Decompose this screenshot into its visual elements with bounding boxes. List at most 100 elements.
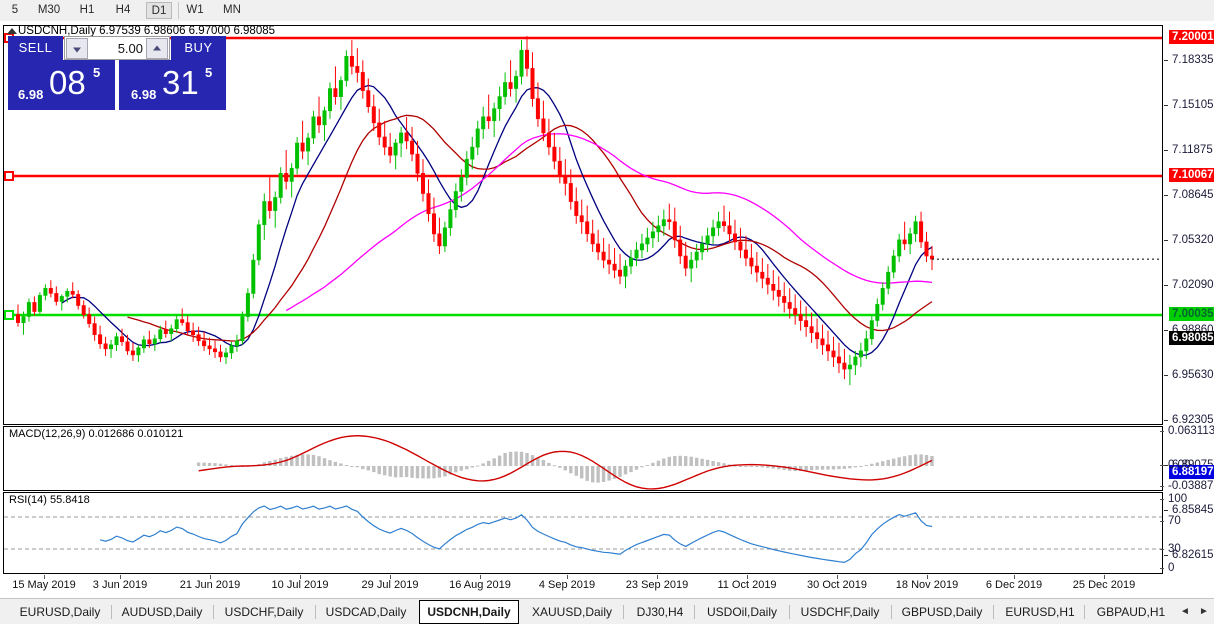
price-plot[interactable] [4,26,1162,424]
candle-body [880,287,885,305]
volume-input[interactable]: 5.00 [64,36,170,60]
price-level-label-green[interactable]: 7.00035 [1169,307,1214,321]
sell-price-display[interactable]: 6.98 08 5 [8,60,115,110]
macd-histogram-bar [503,453,507,466]
candle-body [191,330,196,336]
macd-histogram-bar [618,466,622,477]
macd-histogram-bar [678,455,682,466]
chart-tab-dj30-h4[interactable]: DJ30,H4 [636,605,684,619]
candle-body [738,241,743,251]
chart-tab-xauusd-daily[interactable]: XAUUSD,Daily [531,605,612,619]
timeframe-m30[interactable]: M30 [37,4,61,16]
candle-body [229,345,234,354]
current-price-label[interactable]: 6.98085 [1169,331,1214,345]
date-axis[interactable]: 15 May 2019 3 Jun 2019 21 Jun 2019 10 Jul 2… [0,575,1214,598]
date-axis-tick [927,575,928,579]
buy-button[interactable]: BUY [171,36,226,60]
timeframe-h1[interactable]: H1 [79,4,95,16]
price-axis-label: 7.15105 [1172,99,1214,111]
candle-body [689,259,694,269]
tab-scroll-right-button[interactable]: ► [1199,606,1209,617]
macd-histogram-bar [415,466,420,479]
macd-axis-label: 0.00 [1168,459,1191,471]
macd-histogram-bar [404,466,409,478]
rsi-label: RSI(14) 55.8418 [9,494,90,506]
timeframe-mn[interactable]: MN [223,4,241,16]
price-level-label-red[interactable]: 7.10067 [1169,168,1214,182]
date-axis-tick [300,575,301,579]
candle-body [809,326,814,334]
macd-histogram-bar [733,465,737,467]
volume-decrease-button[interactable] [66,38,88,59]
candle-body [273,197,278,211]
candle-body [508,82,513,89]
volume-value: 5.00 [117,41,143,56]
candle-body [798,314,803,321]
chart-tab-usdchf-daily[interactable]: USDCHF,Daily [800,605,880,619]
price-chart-panel[interactable] [3,25,1163,425]
volume-increase-button[interactable] [146,38,168,59]
chart-tab-eurusd-h1[interactable]: EURUSD,H1 [1005,605,1075,619]
date-axis-label: 25 Dec 2019 [1072,579,1136,591]
chart-tab-eurusd-daily[interactable]: EURUSD,Daily [19,605,101,619]
chart-tab-usdoil-daily[interactable]: USDOil,Daily [706,605,777,619]
chart-tab-gbpusd-daily[interactable]: GBPUSD,Daily [901,605,983,619]
candle-body [278,173,283,198]
candle-body [749,257,754,267]
price-level-label-blue[interactable]: 6.88197 [1169,465,1214,479]
candle-body [869,320,874,340]
candle-body [831,350,836,358]
price-level-label-red[interactable]: 7.20001 [1169,30,1214,44]
chart-tab-usdchf-daily[interactable]: USDCHF,Daily [224,605,304,619]
date-axis-label: 21 Jun 2019 [179,579,241,591]
candle-body [667,219,672,222]
candle-body [683,255,688,269]
macd-histogram-bar [317,456,321,466]
hline-handle-support-green[interactable] [4,310,14,320]
rsi-panel[interactable]: RSI(14) 55.8418 [3,492,1163,574]
chart-tab-usdcad-daily[interactable]: USDCAD,Daily [325,605,407,619]
macd-histogram-bar [596,466,600,483]
chart-tab-bar[interactable]: EURUSD,Daily AUDUSD,Daily USDCHF,Daily USDC… [0,598,1214,624]
chart-tab-gbpaud-h1[interactable]: GBPAUD,H1 [1096,605,1166,619]
rsi-plot [4,493,1162,573]
candle-body [639,243,644,251]
chart-tab-audusd-daily[interactable]: AUDUSD,Daily [121,605,203,619]
tab-scroll-left-button[interactable]: ◄ [1180,606,1190,617]
buy-price-display[interactable]: 6.98 31 5 [119,60,226,110]
chart-expand-arrow-icon[interactable] [7,28,17,34]
macd-histogram-bar [311,454,316,466]
chart-tab-usdcnh-daily[interactable]: USDCNH,Daily [419,600,519,624]
macd-histogram-bar [640,466,644,468]
candle-body [393,142,398,156]
candle-body [114,336,119,346]
candle-body [612,263,617,271]
macd-panel[interactable]: MACD(12,26,9) 0.012686 0.010121 [3,426,1163,491]
price-axis[interactable]: 7.20001 7.18335 7.15105 7.11875 7.10067 7.086… [1164,25,1214,561]
toolbar-separator [178,2,179,19]
macd-histogram-bar [766,466,770,468]
timeframe-5[interactable]: 5 [11,4,19,16]
candle-body [700,243,705,253]
candle-body [404,132,409,142]
candle-body [163,329,168,335]
rsi-axis-tick [1160,549,1164,550]
candle-series [16,36,934,386]
date-axis-label: 18 Nov 2019 [895,579,959,591]
candle-body [913,221,918,235]
macd-histogram-bar [662,458,666,466]
one-click-trading-panel[interactable]: SELL 5.00 BUY 6.98 08 5 6.98 31 5 [8,36,226,110]
sell-button[interactable]: SELL [8,36,63,60]
timeframe-d1[interactable]: D1 [146,2,172,19]
candle-body [415,153,420,174]
candle-body [815,332,820,340]
hline-handle-resistance-mid[interactable] [4,171,14,181]
date-axis-label: 30 Oct 2019 [807,579,867,591]
timeframe-w1[interactable]: W1 [186,4,204,16]
timeframe-h4[interactable]: H4 [115,4,131,16]
macd-histogram-bar [634,466,639,470]
candle-body [16,314,21,323]
macd-histogram-bar [213,463,217,466]
candle-body [607,259,612,265]
candle-body [152,338,157,345]
